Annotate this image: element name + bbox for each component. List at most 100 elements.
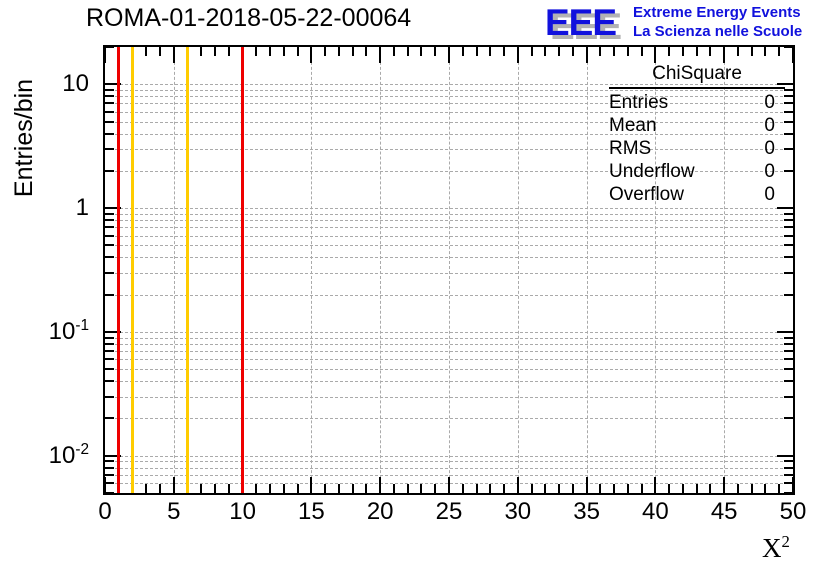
y-axis-minor-tick [784, 148, 793, 150]
x-axis-minor-tick [406, 484, 409, 493]
x-axis-major-tick [585, 477, 588, 493]
grid-line-horizontal [105, 208, 793, 210]
y-axis-minor-tick [784, 256, 793, 259]
x-axis-minor-tick [489, 484, 492, 493]
x-axis-minor-tick [668, 484, 671, 493]
stats-row-label: Overflow [609, 184, 684, 205]
x-axis-minor-tick [420, 47, 423, 56]
x-axis-major-tick [310, 47, 313, 63]
x-axis-major-tick [105, 47, 106, 63]
y-axis-minor-tick [784, 110, 793, 113]
x-axis-tick-label: 0 [98, 498, 112, 525]
grid-line-horizontal [105, 381, 793, 383]
y-axis-major-tick [777, 207, 793, 210]
x-axis-major-tick [792, 477, 793, 493]
grid-line-vertical [380, 47, 382, 493]
x-axis-minor-tick [640, 484, 643, 493]
y-axis-minor-tick [784, 212, 793, 215]
y-axis-minor-tick [105, 336, 114, 339]
marker-line-threshold-high-red [241, 47, 245, 493]
y-axis-minor-tick [784, 47, 793, 48]
x-axis-major-tick [516, 47, 519, 63]
y-axis-minor-tick [105, 120, 114, 123]
grid-line-horizontal [105, 359, 793, 361]
x-axis-minor-tick [365, 47, 368, 56]
y-axis-minor-tick [105, 293, 114, 296]
x-axis-minor-tick [214, 47, 217, 56]
y-axis-minor-tick [784, 473, 793, 476]
x-axis-minor-tick [296, 47, 299, 56]
grid-line-vertical [655, 47, 657, 493]
x-axis-minor-tick [709, 47, 712, 56]
x-axis-minor-tick [558, 484, 561, 493]
y-axis-tick-label-mantissa: 10 [48, 317, 76, 345]
y-axis-minor-tick [105, 244, 114, 247]
x-axis-minor-tick [544, 47, 547, 56]
y-axis-minor-tick [105, 342, 114, 345]
x-axis-major-tick [448, 477, 450, 493]
page-title: ROMA-01-2018-05-22-00064 [86, 4, 412, 32]
y-axis-minor-tick [784, 219, 793, 222]
grid-line-horizontal [105, 103, 793, 105]
x-axis-minor-tick [681, 47, 684, 56]
x-axis-tick-label: 15 [298, 498, 325, 525]
grid-line-vertical [173, 47, 175, 493]
x-axis-minor-tick [214, 484, 217, 493]
y-axis-tick-label-mantissa: 10 [48, 441, 76, 469]
grid-line-horizontal [105, 337, 793, 339]
x-axis-minor-tick [695, 484, 698, 493]
x-axis-minor-tick [324, 47, 327, 56]
x-axis-tick-label: 20 [366, 498, 394, 525]
y-axis-minor-tick [784, 226, 793, 229]
grid-line-horizontal [105, 351, 793, 353]
y-axis-minor-tick [784, 169, 793, 172]
y-axis-minor-tick [105, 256, 114, 259]
grid-line-horizontal [105, 245, 793, 247]
grid-line-horizontal [105, 235, 793, 237]
x-axis-tick-label: 45 [710, 498, 738, 525]
x-axis-major-tick [172, 477, 175, 493]
grid-line-horizontal [105, 133, 793, 135]
y-axis-minor-tick [784, 120, 793, 123]
grid-line-horizontal [105, 455, 793, 457]
y-axis-major-tick [777, 454, 793, 457]
x-axis-minor-tick [296, 484, 299, 493]
grid-line-horizontal [105, 294, 793, 296]
x-axis-minor-tick [571, 47, 574, 56]
x-axis-minor-tick [282, 484, 285, 493]
stats-box-title: ChiSquare [652, 63, 742, 84]
y-axis-minor-tick [105, 219, 114, 222]
x-axis-minor-tick [750, 484, 753, 493]
x-axis-tick-label: 10 [229, 498, 256, 525]
y-axis-minor-tick [784, 88, 793, 91]
x-axis-title-exponent: 2 [781, 532, 790, 551]
x-axis-minor-tick [736, 484, 739, 493]
grid-line-horizontal [105, 369, 793, 371]
y-axis-major-tick [105, 207, 121, 210]
y-axis-minor-tick [784, 336, 793, 339]
plot-frame [103, 45, 795, 495]
x-axis-major-tick [310, 477, 313, 493]
y-axis-minor-tick [784, 460, 793, 463]
y-axis-minor-tick [105, 368, 114, 371]
grid-line-horizontal [105, 467, 793, 469]
grid-line-horizontal [105, 96, 793, 98]
x-axis-minor-tick [282, 47, 285, 56]
grid-line-horizontal [105, 474, 793, 476]
y-axis-minor-tick [784, 244, 793, 247]
x-axis-minor-tick [227, 47, 230, 56]
grid-line-horizontal [105, 89, 793, 91]
marker-line-threshold-high-yellow [186, 47, 190, 493]
eee-logo: EEE EEE Extreme Energy Events La Scienza… [545, 2, 835, 45]
y-axis-minor-tick [784, 293, 793, 296]
stats-row-value: 0 [764, 92, 775, 113]
eee-logo-mark: EEE EEE [545, 2, 630, 45]
stats-box-rows: Entries 0 Mean 0 RMS 0 Underflow 0 Overflow 0 [609, 91, 785, 206]
eee-logo-mark-front: EEE [545, 2, 617, 43]
grid-line-horizontal [105, 220, 793, 222]
y-axis-minor-tick [105, 271, 114, 274]
y-axis-minor-tick [784, 342, 793, 345]
grid-line-horizontal [105, 121, 793, 123]
x-axis-minor-tick [736, 47, 739, 56]
y-axis-minor-tick [105, 417, 114, 420]
